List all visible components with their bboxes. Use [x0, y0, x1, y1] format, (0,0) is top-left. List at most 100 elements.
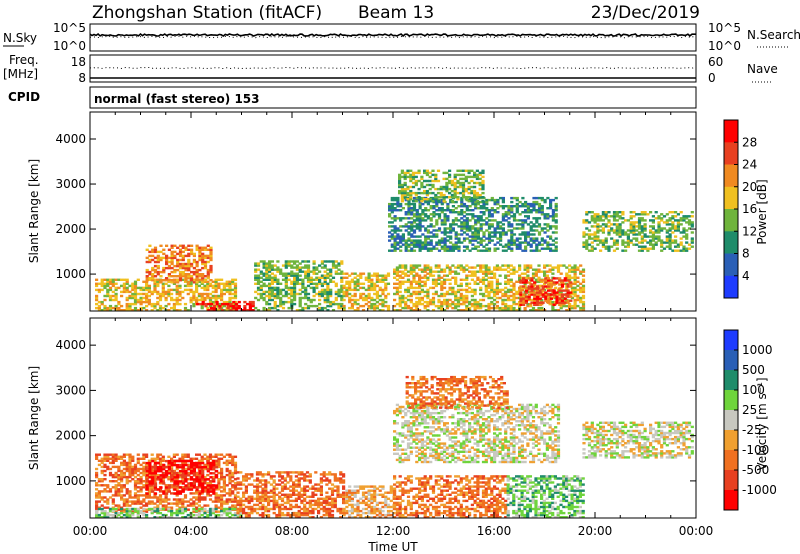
heatmap-cell [162, 466, 166, 469]
heatmap-cell [470, 302, 474, 306]
heatmap-cell [399, 229, 403, 232]
heatmap-cell [145, 488, 149, 491]
heatmap-cell [518, 241, 522, 244]
heatmap-cell [409, 309, 413, 312]
heatmap-cell [125, 478, 129, 481]
heatmap-cell [122, 504, 126, 507]
heatmap-cell [373, 302, 377, 306]
heatmap-cell [206, 273, 210, 276]
heatmap-cell [172, 288, 176, 292]
heatmap-cell [687, 227, 692, 230]
heatmap-cell [396, 196, 400, 200]
heatmap-cell [136, 482, 140, 485]
heatmap-cell [390, 229, 394, 232]
heatmap-cell [481, 191, 485, 195]
heatmap-cell [106, 294, 110, 298]
heatmap-cell [448, 169, 452, 172]
heatmap-cell [519, 303, 523, 306]
heatmap-cell [429, 249, 433, 252]
heatmap-cell [651, 235, 655, 238]
heatmap-cell [228, 282, 232, 285]
heatmap-cell [547, 285, 551, 288]
heatmap-cell [361, 296, 366, 300]
heatmap-cell [581, 304, 586, 308]
heatmap-cell [460, 205, 464, 208]
heatmap-cell [618, 211, 622, 214]
heatmap-cell [173, 244, 177, 247]
heatmap-cell [551, 268, 555, 271]
heatmap-cell [200, 296, 204, 300]
heatmap-cell [410, 207, 414, 210]
heatmap-cell [674, 241, 678, 244]
heatmap-cell [206, 254, 210, 258]
heatmap-cell [195, 286, 199, 290]
heatmap-cell [323, 266, 327, 269]
heatmap-cell [217, 463, 221, 467]
heatmap-cell [460, 209, 464, 212]
heatmap-cell [637, 219, 642, 222]
heatmap-cell [540, 247, 544, 250]
heatmap-cell [407, 200, 411, 204]
heatmap-cell [399, 245, 403, 248]
heatmap-cell [506, 278, 511, 281]
heatmap-cell [554, 247, 558, 250]
heatmap-cell [108, 288, 113, 292]
heatmap-cell [412, 304, 416, 308]
heatmap-cell [637, 241, 642, 244]
heatmap-cell [506, 309, 511, 312]
heatmap-cell [161, 459, 165, 462]
heatmap-cell [538, 289, 542, 292]
heatmap-cell [203, 463, 207, 467]
heatmap-cell [665, 241, 669, 244]
heatmap-cell [549, 289, 553, 292]
heatmap-cell [473, 185, 477, 189]
heatmap-cell [412, 286, 416, 290]
heatmap-cell [576, 298, 580, 302]
heatmap-cell [284, 260, 288, 263]
power-heatmap [95, 169, 694, 312]
heatmap-cell [504, 302, 508, 306]
heatmap-cell [95, 471, 99, 475]
heatmap-cell [404, 198, 408, 202]
heatmap-cell [95, 282, 99, 285]
heatmap-cell [153, 502, 157, 505]
heatmap-cell [507, 223, 511, 226]
heatmap-cell [668, 217, 672, 220]
heatmap-cell [524, 295, 528, 298]
heatmap-cell [496, 241, 500, 244]
heatmap-cell [388, 209, 392, 212]
heatmap-cell [225, 280, 229, 283]
heatmap-cell [435, 243, 439, 246]
heatmap-cell [301, 270, 305, 273]
heatmap-cell [217, 284, 221, 288]
heatmap-cell [454, 237, 458, 240]
heatmap-cell [290, 292, 294, 296]
heatmap-cell [529, 239, 533, 242]
heatmap-cell [165, 470, 169, 473]
heatmap-cell [411, 181, 416, 185]
heatmap-cell [208, 304, 213, 308]
heatmap-cell [540, 298, 544, 302]
heatmap-cell [323, 292, 327, 296]
heatmap-cell [203, 467, 207, 471]
heatmap-cell [512, 219, 517, 222]
heatmap-cell [554, 221, 558, 224]
heatmap-cell [651, 247, 655, 250]
heatmap-cell [175, 494, 179, 497]
heatmap-cell [198, 273, 202, 276]
heatmap-cell [487, 292, 491, 296]
heatmap-cell [200, 492, 204, 495]
heatmap-cell [481, 196, 485, 199]
heatmap-cell [410, 213, 414, 216]
heatmap-cell [195, 275, 199, 278]
heatmap-cell [340, 272, 344, 275]
heatmap-cell [560, 281, 565, 284]
heatmap-cell [593, 233, 597, 236]
heatmap-cell [233, 482, 238, 485]
heatmap-cell [203, 498, 207, 501]
heatmap-cell [445, 185, 449, 189]
heatmap-cell [248, 300, 252, 304]
heatmap-cell [518, 223, 522, 226]
heatmap-cell [403, 189, 407, 193]
heatmap-cell [493, 276, 497, 279]
